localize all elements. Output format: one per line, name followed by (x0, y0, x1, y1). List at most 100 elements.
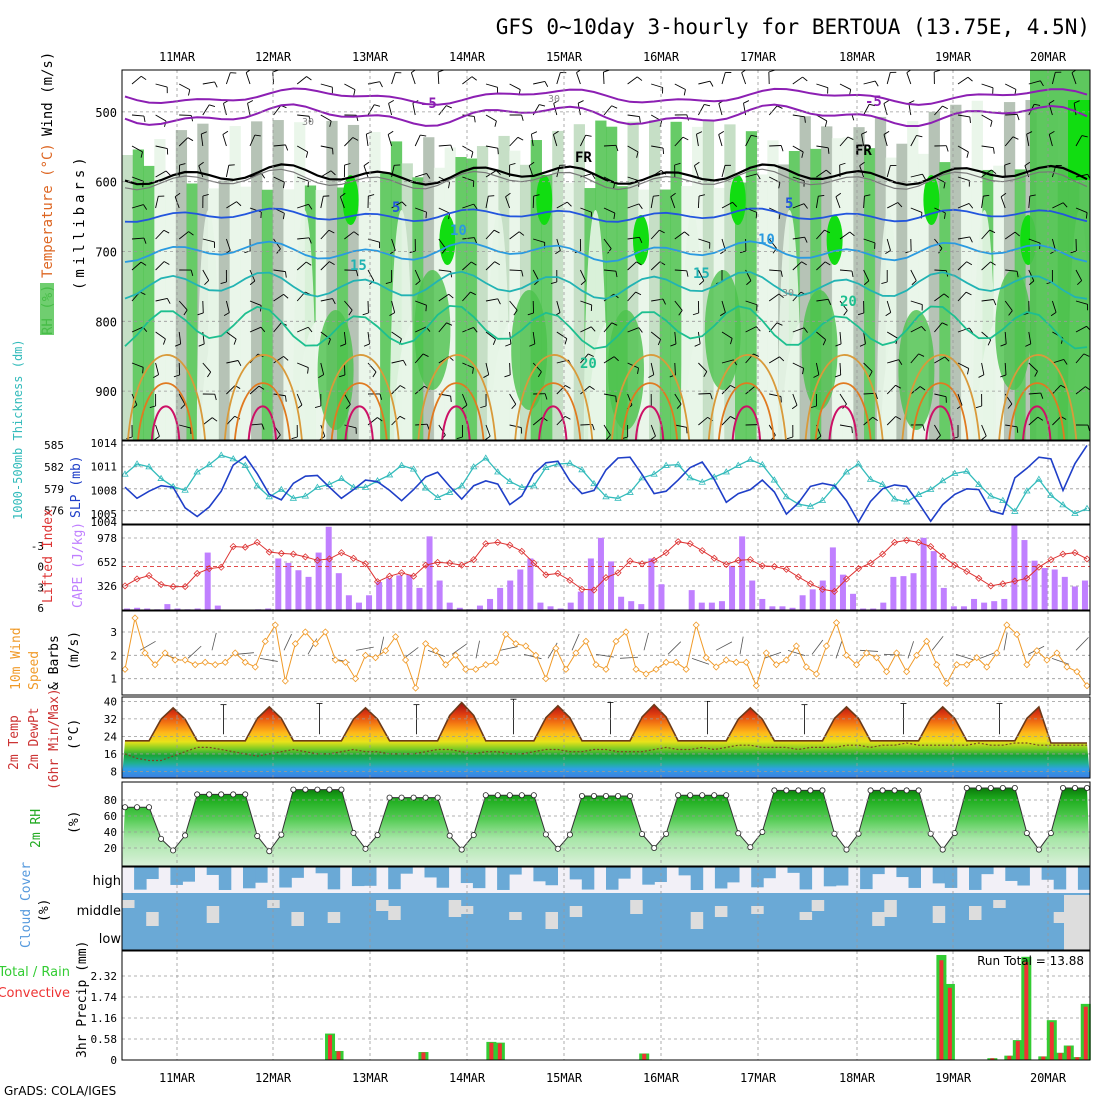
temp-tick-label: 8 (110, 765, 117, 778)
cape-bar (487, 598, 494, 610)
wind-barb (438, 144, 451, 147)
wind-barb-flag (989, 229, 996, 234)
wind-barb-flag (676, 403, 682, 409)
wind-barb-flag (314, 405, 321, 409)
wind-barb (1000, 196, 1006, 209)
wind-speed-line (124, 617, 1088, 690)
wind-barb (603, 393, 616, 397)
lifted-point (734, 556, 742, 564)
wind-barb-flag (895, 416, 902, 420)
wind-barb-flag (636, 151, 639, 158)
cloud-high-cell (1005, 867, 1018, 881)
wind-barb-flag (720, 312, 726, 317)
wind-barb (721, 300, 726, 313)
moist-patch (801, 290, 838, 410)
lifted-point (903, 536, 911, 544)
wind-barb-flag (143, 204, 148, 210)
wind-speed-point (913, 651, 921, 659)
lifted-point (770, 562, 778, 571)
cloud-high-cell (291, 867, 304, 878)
wind-barb (981, 83, 994, 89)
wind-barb (1005, 113, 1018, 116)
cape-bar (870, 608, 877, 610)
wind-barb (577, 103, 581, 116)
wind-barb (957, 393, 963, 406)
wind-barb-flag (591, 173, 596, 180)
wind-barb-flag (222, 130, 229, 135)
wind-barb-flag (154, 436, 160, 440)
lifted-point (722, 560, 730, 569)
wind-barb (556, 238, 561, 251)
lifted-point (361, 560, 370, 568)
lifted-point (385, 572, 394, 580)
cape-bar (829, 547, 836, 610)
wind-barb (155, 196, 159, 209)
wind-speed-point (672, 658, 680, 666)
wind-barb-flag (703, 371, 708, 377)
wind-barb-flag (859, 161, 865, 167)
thickness-point (770, 476, 779, 483)
wind-speed-point (883, 668, 891, 676)
rh-frame (121, 781, 1091, 867)
cloud-high-cell (545, 867, 558, 886)
wind-barb-flag (163, 229, 170, 234)
wind-barb-flag (585, 134, 592, 137)
wind-barb (552, 134, 558, 147)
cape-bar (174, 608, 181, 610)
wind-barb (603, 424, 611, 436)
wind-barb-flag (174, 192, 181, 198)
wind-barb-flag (399, 415, 406, 420)
wind-barb (1071, 72, 1077, 85)
lifted-point (1035, 563, 1043, 571)
wind-barb (414, 385, 425, 395)
thickness-line (124, 454, 1088, 515)
wind-barb-flag (1000, 343, 1007, 347)
cloud-high-cell (835, 867, 849, 886)
wind-barb-flag (180, 404, 186, 410)
wind-barb (297, 114, 310, 117)
rh-point (350, 829, 357, 836)
wind-barb-flag (537, 371, 542, 378)
wind-barb-flag (694, 343, 701, 347)
wind-barb-flag (804, 236, 808, 243)
rh-point (1023, 830, 1030, 837)
wind-speed-point (381, 647, 390, 655)
thickness-point (457, 482, 466, 489)
isotherm-30 (911, 382, 969, 440)
wind-barb (273, 269, 286, 273)
wind-barb (697, 331, 701, 344)
wind-speed-point (271, 621, 279, 629)
wind-barb-flag (859, 343, 866, 347)
wind-barb (556, 300, 561, 313)
cloud-gap-cell (327, 912, 341, 923)
wind-barb-flag (990, 261, 996, 266)
wind-speed-point (181, 656, 189, 664)
cloud-high-cell (218, 867, 232, 890)
lifted-point (746, 556, 754, 564)
rh-shading-column (659, 189, 672, 440)
wind-barb-flag (968, 203, 974, 209)
rh-point (302, 786, 309, 793)
wind-barb-flag (615, 271, 618, 278)
wind-barb-flag (401, 201, 407, 207)
rh-point (206, 791, 213, 798)
wind-speed-point (532, 651, 540, 659)
wind-barb-flag (835, 192, 842, 198)
wind-barb-flag (143, 115, 146, 123)
thickness-point (265, 493, 274, 500)
wind-barb-flag (471, 76, 477, 81)
thickness-point (650, 470, 658, 477)
wind-barb (957, 236, 970, 240)
wind-speed-point (442, 661, 450, 669)
wind-barb (839, 269, 852, 272)
isotherm-30 (330, 382, 388, 440)
wind-barb-flag (497, 148, 499, 155)
wind-barb-flag (987, 339, 992, 346)
thickness-point (337, 474, 346, 481)
wind-barb (886, 202, 899, 209)
thickness-point (518, 483, 526, 490)
isotherm-35 (150, 405, 181, 440)
rh-shading-column (143, 165, 155, 440)
wind-barb (815, 196, 819, 209)
wind-barb (320, 261, 330, 271)
